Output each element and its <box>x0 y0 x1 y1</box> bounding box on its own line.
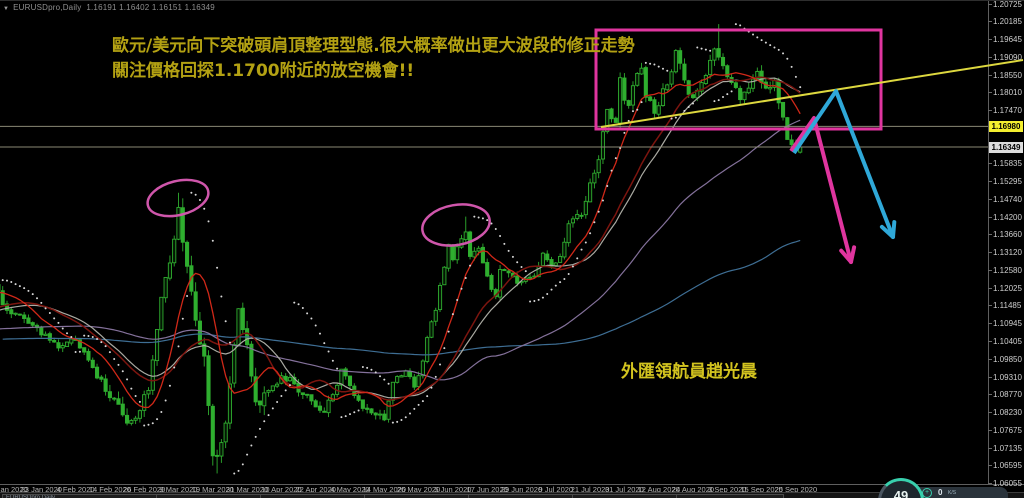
price-axis-label: 1.13660 <box>993 230 1022 239</box>
price-tick <box>988 465 992 466</box>
price-axis-label: 1.09850 <box>993 355 1022 364</box>
price-axis-label: 1.17470 <box>993 106 1022 115</box>
speed-value: 0 <box>938 488 942 497</box>
speed-unit: K/S <box>948 490 956 496</box>
price-tick <box>988 412 992 413</box>
highlight-ellipse-1[interactable] <box>144 174 212 222</box>
price-tick <box>988 163 992 164</box>
chart-tab[interactable] <box>260 494 368 498</box>
price-tick <box>988 270 992 271</box>
price-tick <box>988 252 992 253</box>
price-tick <box>988 57 992 58</box>
candles <box>0 24 802 473</box>
ohlc-values: 1.16191 1.16402 1.16151 1.16349 <box>86 3 215 12</box>
price-tick <box>988 430 992 431</box>
price-axis-label: 1.12580 <box>993 266 1022 275</box>
price-axis-label: 1.14200 <box>993 213 1022 222</box>
collapse-triangle-icon[interactable]: ▼ <box>3 6 9 12</box>
forecast-arrow-cyan[interactable] <box>794 91 893 237</box>
price-tick <box>988 288 992 289</box>
level-price-tag: 1.16980 <box>989 121 1023 132</box>
price-tick <box>988 341 992 342</box>
price-tick <box>988 4 992 5</box>
price-axis-label: 1.07675 <box>993 426 1022 435</box>
analysis-annotation-line2: 關注價格回探1.1700附近的放空機會!! <box>112 59 635 84</box>
highlight-ellipse-2[interactable] <box>419 199 493 250</box>
price-tick <box>988 323 992 324</box>
price-tick <box>988 21 992 22</box>
arrowhead <box>851 247 854 262</box>
price-tick <box>988 448 992 449</box>
price-axis-label: 1.10405 <box>993 337 1022 346</box>
price-axis-label: 1.08230 <box>993 408 1022 417</box>
price-axis-label: 1.14740 <box>993 195 1022 204</box>
price-tick <box>988 359 992 360</box>
price-tick <box>988 92 992 93</box>
price-axis-label: 1.15835 <box>993 159 1022 168</box>
chart-tab[interactable] <box>364 494 472 498</box>
price-axis-label: 1.11485 <box>993 301 1021 310</box>
price-tick <box>988 483 992 484</box>
price-plot[interactable] <box>0 23 988 474</box>
price-tick <box>988 234 992 235</box>
chart-tab[interactable] <box>468 494 576 498</box>
price-tick <box>988 39 992 40</box>
price-axis-label: 1.09310 <box>993 373 1022 382</box>
author-watermark: 外匯領航員趙光晨 <box>621 357 757 382</box>
chart-tab[interactable] <box>676 494 784 498</box>
chart-tab[interactable] <box>572 494 680 498</box>
price-axis-label: 1.18010 <box>993 88 1022 97</box>
current-price-tag: 1.16349 <box>989 142 1023 153</box>
arrowhead <box>893 222 894 237</box>
price-axis-label: 1.20725 <box>993 0 1022 9</box>
parabolic-sar-dots <box>0 23 801 474</box>
price-axis-label: 1.07135 <box>993 444 1022 453</box>
price-axis-label: 1.08770 <box>993 390 1022 399</box>
price-tick <box>988 394 992 395</box>
price-tick <box>988 377 992 378</box>
price-axis-label: 1.19090 <box>993 53 1022 62</box>
price-axis-label: 1.19645 <box>993 35 1022 44</box>
price-tick <box>988 217 992 218</box>
price-axis-label: 1.06595 <box>993 461 1022 470</box>
price-tick <box>988 199 992 200</box>
symbol-timeframe-label: EURUSDpro,Daily <box>13 3 81 12</box>
price-axis-label: 1.20185 <box>993 17 1022 26</box>
chart-title-bar: ▼ EURUSDpro,Daily 1.16191 1.16402 1.16151… <box>3 3 215 12</box>
analysis-annotation-line1: 歐元/美元向下突破頭肩頂整理型態.很大概率做出更大波段的修正走勢 <box>112 34 635 59</box>
ma-line-130 <box>3 240 801 355</box>
price-tick <box>988 110 992 111</box>
price-tick <box>988 75 992 76</box>
chart-tab-bar: EURUSDpro,Daily <box>0 492 1024 498</box>
chart-tab[interactable] <box>156 494 264 498</box>
price-tick <box>988 305 992 306</box>
price-tick <box>988 181 992 182</box>
analysis-annotation: 歐元/美元向下突破頭肩頂整理型態.很大概率做出更大波段的修正走勢 關注價格回探1… <box>112 34 635 84</box>
price-axis-label: 1.10945 <box>993 319 1022 328</box>
price-axis-label: 1.12025 <box>993 284 1022 293</box>
price-axis-label: 1.18550 <box>993 71 1022 80</box>
price-axis-label: 1.15295 <box>993 177 1022 186</box>
price-axis-label: 1.13120 <box>993 248 1022 257</box>
chart-tab-active[interactable]: EURUSDpro,Daily <box>2 494 158 498</box>
